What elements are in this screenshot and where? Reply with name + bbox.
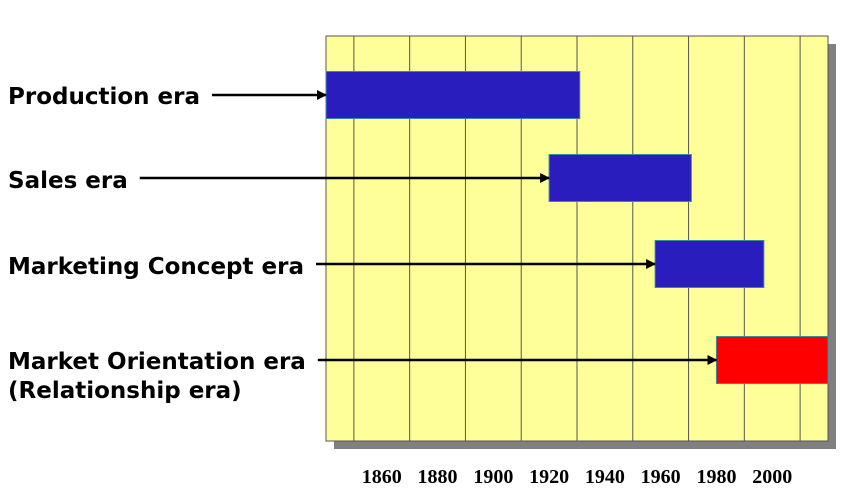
era-label: Marketing Concept era xyxy=(8,254,304,280)
x-tick-label: 1940 xyxy=(585,466,625,488)
era-bar xyxy=(654,240,765,288)
x-tick-label: 1880 xyxy=(418,466,458,488)
era-bar xyxy=(325,71,581,119)
x-axis-tick-labels: 1860 1880 1900 1920 1940 1960 1980 2000 xyxy=(362,466,792,488)
x-tick-label: 2000 xyxy=(752,466,792,488)
era-label: Market Orientation era xyxy=(8,349,306,375)
era-labels: Production era Sales era Marketing Concept… xyxy=(8,84,306,404)
era-label: Sales era xyxy=(8,168,128,194)
x-tick-label: 1960 xyxy=(641,466,681,488)
x-tick-label: 1860 xyxy=(362,466,402,488)
arrows xyxy=(139,90,718,365)
bars xyxy=(325,71,829,384)
x-tick-label: 1920 xyxy=(529,466,569,488)
era-bar xyxy=(548,154,692,202)
era-bar xyxy=(715,336,829,384)
era-label: (Relationship era) xyxy=(8,378,242,404)
x-tick-label: 1900 xyxy=(473,466,513,488)
era-label: Production era xyxy=(8,84,200,110)
x-tick-label: 1980 xyxy=(696,466,736,488)
